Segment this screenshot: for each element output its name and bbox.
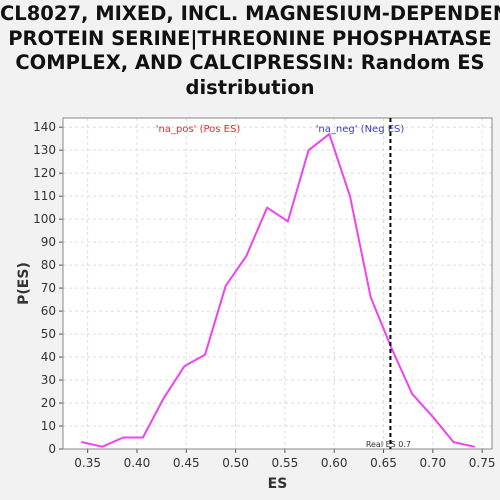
- x-tick-label: 0.60: [321, 456, 348, 470]
- y-tick-label: 10: [41, 419, 56, 433]
- data-point: [266, 206, 268, 209]
- data-point: [307, 149, 310, 151]
- y-tick-label: 70: [41, 281, 56, 295]
- x-tick-label: 0.45: [173, 456, 200, 470]
- title-line-2: PROTEIN SERINE|THREONINE PHOSPHATASE: [8, 26, 492, 50]
- data-point: [349, 195, 351, 197]
- data-point: [224, 284, 227, 287]
- data-point: [142, 436, 144, 439]
- data-point: [328, 133, 331, 135]
- legend-neg: 'na_neg' (Neg ES): [316, 124, 405, 135]
- series-line: [81, 133, 475, 448]
- series-layer: [80, 133, 476, 448]
- data-point: [369, 296, 372, 299]
- y-tick-label: 80: [41, 258, 56, 272]
- axes: 0 10 20 30 40 50 60 70 80 90 100 110 120 130 140 0.35 0.…: [33, 117, 496, 470]
- y-tick-label: 100: [33, 212, 56, 226]
- y-tick-label: 110: [33, 189, 56, 203]
- x-tick-label: 0.50: [222, 456, 249, 470]
- x-tick-label: 0.70: [419, 456, 446, 470]
- data-point: [183, 365, 186, 368]
- y-tick-label: 50: [41, 327, 56, 341]
- title-line-4: distribution: [185, 75, 315, 99]
- plot-frame: [62, 117, 493, 450]
- x-tick-label: 0.40: [124, 456, 151, 470]
- data-point: [122, 436, 124, 439]
- x-tick-label: 0.75: [469, 456, 496, 470]
- y-tick-label: 40: [41, 350, 56, 364]
- x-axis-label: ES: [268, 476, 288, 492]
- title-line-3: COMPLEX, AND CALCIPRESSIN: Random ES: [15, 51, 485, 74]
- x-tick-label: 0.65: [370, 456, 397, 470]
- y-tick-label: 90: [41, 235, 56, 249]
- y-tick-label: 0: [48, 442, 56, 456]
- data-point: [245, 255, 248, 257]
- data-point: [204, 353, 206, 356]
- x-tick-label: 0.35: [74, 456, 101, 470]
- data-point: [287, 220, 289, 223]
- chart-title: CL8027, MIXED, INCL. MAGNESIUM-DEPENDENT…: [0, 2, 500, 100]
- title-line-1: CL8027, MIXED, INCL. MAGNESIUM-DEPENDENT: [0, 2, 500, 25]
- y-tick-label: 60: [41, 304, 56, 318]
- y-tick-label: 20: [41, 396, 56, 410]
- legend-pos: 'na_pos' (Pos ES): [156, 124, 241, 135]
- y-tick-label: 120: [33, 166, 56, 180]
- y-tick-label: 130: [33, 143, 56, 157]
- y-tick-label: 30: [41, 373, 56, 387]
- y-tick-label: 140: [33, 120, 56, 134]
- plot-area: [63, 118, 492, 449]
- x-tick-label: 0.55: [272, 456, 299, 470]
- marker-layer: Real ES 0.7: [366, 118, 411, 449]
- data-point: [411, 393, 413, 395]
- data-point: [432, 416, 434, 418]
- data-point: [101, 445, 104, 448]
- y-axis-label: P(ES): [16, 262, 32, 305]
- real-es-marker-label: Real ES 0.7: [366, 440, 411, 449]
- data-point: [80, 441, 83, 443]
- grid: [63, 118, 492, 450]
- data-point: [473, 445, 476, 448]
- data-point: [452, 441, 455, 443]
- data-point: [390, 347, 393, 349]
- data-point: [162, 397, 165, 400]
